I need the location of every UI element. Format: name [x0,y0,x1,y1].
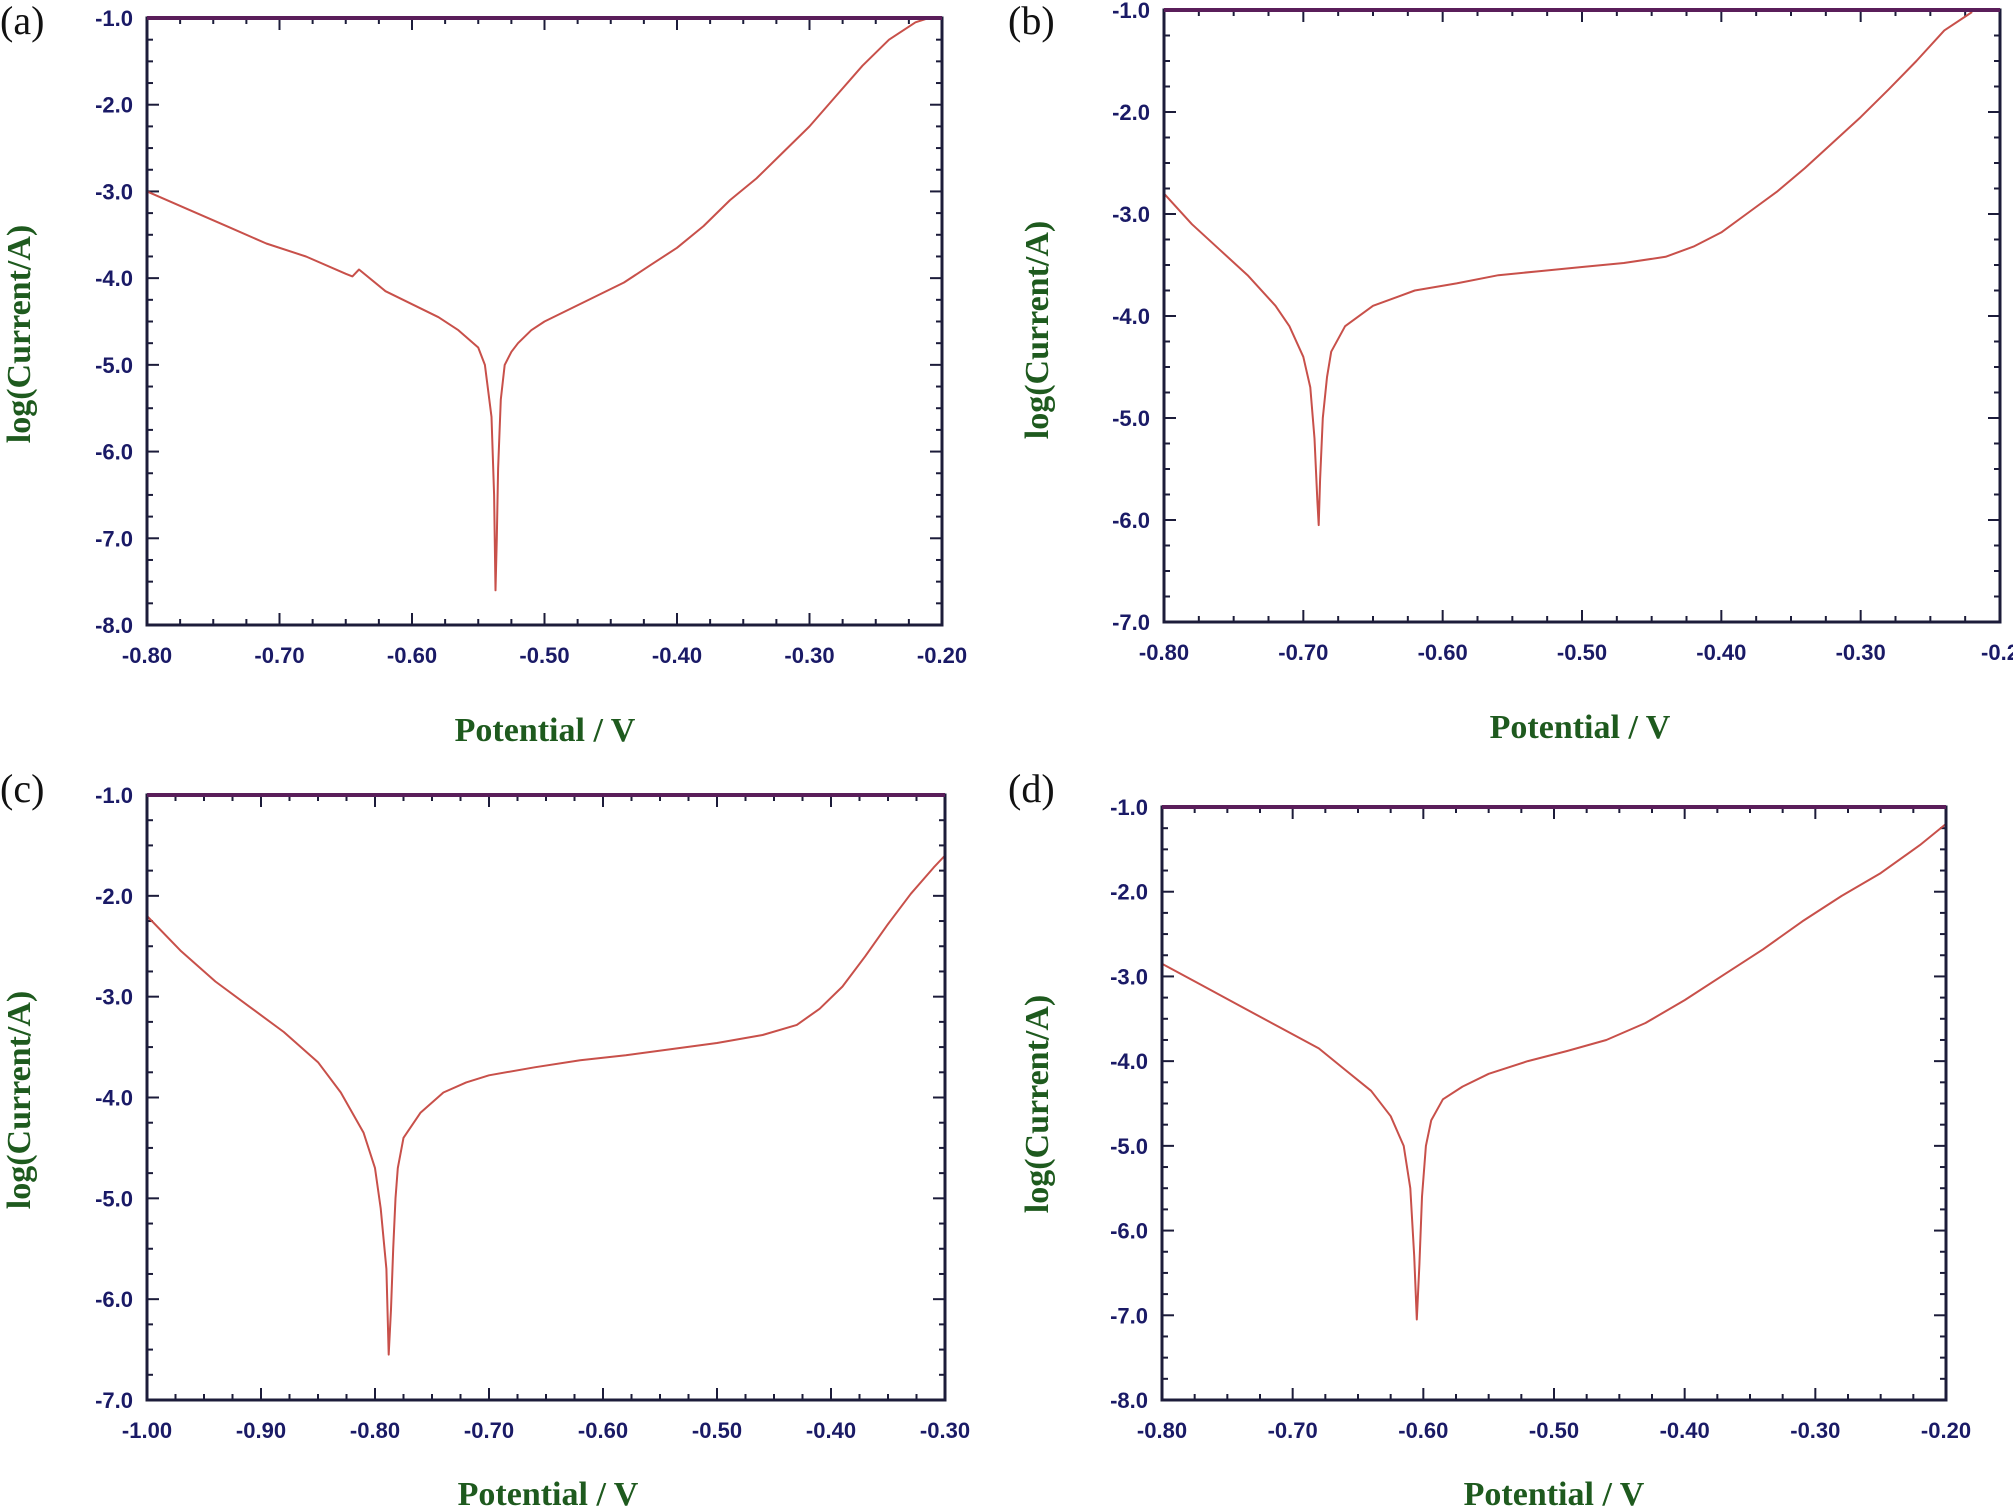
x-tick-label-c-1: -0.90 [236,1418,286,1443]
y-axis-label-a: log(Current/A) [1,225,38,443]
y-tick-label-b-3: -4.0 [1112,304,1150,329]
y-tick-label-d-5: -6.0 [1110,1219,1148,1244]
x-tick-label-d-3: -0.50 [1529,1418,1579,1443]
y-axis-label-c: log(Current/A) [1,991,38,1209]
x-tick-label-b-0: -0.80 [1139,640,1189,665]
x-tick-label-a-2: -0.60 [387,643,437,668]
x-tick-label-a-6: -0.20 [917,643,967,668]
y-tick-label-b-5: -6.0 [1112,508,1150,533]
x-tick-label-c-4: -0.60 [578,1418,628,1443]
y-tick-label-a-5: -6.0 [95,440,133,465]
series-line-c-0 [146,854,946,1356]
y-tick-label-b-6: -7.0 [1112,610,1150,635]
series-line-d-0 [1161,823,1947,1321]
x-tick-label-a-5: -0.30 [784,643,834,668]
y-tick-label-c-1: -2.0 [95,884,133,909]
x-tick-label-a-0: -0.80 [122,643,172,668]
x-tick-label-a-1: -0.70 [254,643,304,668]
x-tick-label-b-3: -0.50 [1557,640,1607,665]
x-tick-label-d-0: -0.80 [1137,1418,1187,1443]
y-tick-label-d-2: -3.0 [1110,964,1148,989]
y-tick-label-d-3: -4.0 [1110,1049,1148,1074]
y-tick-label-a-1: -2.0 [95,93,133,118]
x-tick-label-d-1: -0.70 [1268,1418,1318,1443]
y-tick-label-d-6: -7.0 [1110,1303,1148,1328]
y-tick-label-a-6: -7.0 [95,526,133,551]
y-tick-label-d-4: -5.0 [1110,1134,1148,1159]
panel-c: (c) log(Current/A) Potential / V -1.00 -0… [0,766,970,1510]
panel-label-b: (b) [1008,0,1055,43]
x-tick-label-c-2: -0.80 [350,1418,400,1443]
y-tick-label-b-4: -5.0 [1112,406,1150,431]
x-tick-label-a-3: -0.50 [519,643,569,668]
x-tick-label-b-5: -0.30 [1836,640,1886,665]
x-tick-label-c-0: -1.00 [122,1418,172,1443]
y-tick-label-b-0: -1.0 [1112,0,1150,23]
y-axis-label-d: log(Current/A) [1019,995,1056,1213]
y-tick-label-a-2: -3.0 [95,179,133,204]
y-axis-label-b: log(Current/A) [1019,221,1056,439]
plot-frame-c [145,793,947,1402]
y-tick-label-c-5: -6.0 [95,1287,133,1312]
x-tick-label-d-5: -0.30 [1790,1418,1840,1443]
y-tick-label-c-6: -7.0 [95,1388,133,1413]
plot-frame-b [1162,8,2002,624]
x-tick-label-b-2: -0.60 [1418,640,1468,665]
x-axis-label-a: Potential / V [455,712,636,749]
panel-label-d: (d) [1008,766,1055,811]
x-tick-label-b-1: -0.70 [1278,640,1328,665]
y-tick-label-a-3: -4.0 [95,266,133,291]
series-line-a-0 [146,17,930,592]
x-tick-label-c-3: -0.70 [464,1418,514,1443]
y-tick-label-d-7: -8.0 [1110,1388,1148,1413]
y-tick-label-b-1: -2.0 [1112,100,1150,125]
x-tick-label-c-7: -0.30 [920,1418,970,1443]
x-tick-label-d-4: -0.40 [1660,1418,1710,1443]
x-axis-label-d: Potential / V [1464,1476,1645,1510]
y-tick-label-c-2: -3.0 [95,985,133,1010]
panel-a: (a) log(Current/A) Potential / V -0.80 -0… [0,0,967,749]
panel-b: (b) log(Current/A) Potential / V -0.80 -0… [1008,0,2013,746]
plot-frame-d [1160,805,1948,1402]
y-tick-label-c-0: -1.0 [95,783,133,808]
y-tick-label-a-7: -8.0 [95,613,133,638]
x-tick-label-c-6: -0.40 [806,1418,856,1443]
x-axis-label-b: Potential / V [1490,709,1671,746]
x-tick-label-b-6: -0.2 [1981,640,2013,665]
y-tick-label-c-3: -4.0 [95,1086,133,1111]
x-axis-label-c: Potential / V [458,1476,639,1510]
y-tick-label-c-4: -5.0 [95,1186,133,1211]
series-line-b-0 [1163,11,1973,527]
y-tick-label-b-2: -3.0 [1112,202,1150,227]
y-tick-label-a-0: -1.0 [95,6,133,31]
y-tick-label-d-0: -1.0 [1110,795,1148,820]
x-tick-label-a-4: -0.40 [652,643,702,668]
x-tick-label-c-5: -0.50 [692,1418,742,1443]
panel-label-c: (c) [0,766,44,811]
panel-label-a: (a) [0,0,44,43]
x-tick-label-d-6: -0.20 [1921,1418,1971,1443]
y-tick-label-a-4: -5.0 [95,353,133,378]
y-tick-label-d-1: -2.0 [1110,880,1148,905]
x-tick-label-d-2: -0.60 [1398,1418,1448,1443]
panel-d: (d) log(Current/A) Potential / V -0.80 -0… [1008,766,1971,1510]
x-tick-label-b-4: -0.40 [1696,640,1746,665]
